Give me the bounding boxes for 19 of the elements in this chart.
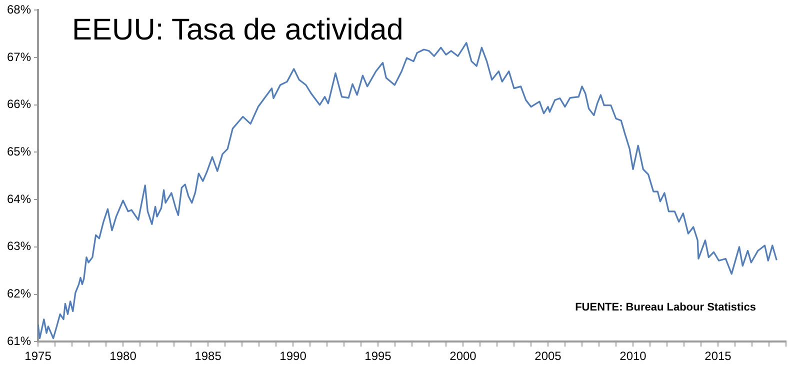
x-tick-label: 1995: [364, 349, 392, 364]
chart-title: EEUU: Tasa de actividad: [72, 13, 404, 46]
x-tick-label: 1980: [110, 349, 137, 364]
x-tick-label: 2000: [450, 349, 477, 364]
y-tick-label: 65%: [6, 144, 32, 159]
y-tick-label: 68%: [6, 2, 32, 17]
x-tick-label: 1975: [24, 349, 52, 364]
x-tick-label: 2005: [534, 349, 562, 364]
annotation: FUENTE: Bureau Labour Statistics: [575, 302, 756, 314]
y-tick-label: 67%: [6, 50, 32, 64]
y-tick-label: 66%: [6, 97, 32, 112]
x-tick-label: 2010: [620, 349, 647, 364]
y-tick-label: 63%: [6, 239, 32, 254]
x-tick-label: 1990: [280, 349, 307, 364]
y-tick-label: 61%: [6, 334, 32, 348]
x-tick-label: 1985: [194, 349, 222, 364]
x-tick-label: 2015: [704, 349, 732, 364]
y-tick-label: 62%: [6, 286, 32, 301]
y-tick-label: 64%: [6, 192, 32, 206]
